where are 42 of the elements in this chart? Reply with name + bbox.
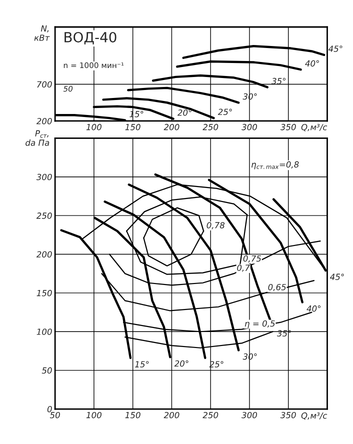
x-tick-label: 350 [280, 124, 296, 130]
y-tick-label: 700 [37, 81, 52, 88]
y-tick-label: 250 [36, 212, 52, 219]
x-tick-label: 300 [242, 124, 258, 130]
x-tick-label: 350 [280, 412, 296, 418]
annotation: ВОД-40 [64, 32, 116, 44]
y-axis-title: N, кВт [34, 25, 50, 41]
series-label: 45° [328, 46, 342, 52]
y-axis-title: P$_{ст}$, da Па [26, 130, 50, 146]
series-label: 40° [306, 305, 320, 312]
x-tick-label: 250 [202, 412, 218, 418]
x-tick-label: 100 [86, 412, 102, 418]
series-label: 40° [305, 60, 319, 67]
x-axis-title: Q,м³/с [301, 412, 328, 420]
x-tick-label: 250 [202, 124, 218, 130]
y-tick-label: 50 [42, 367, 52, 374]
annotation: η = 0,5 [244, 320, 275, 328]
x-tick-label: 100 [86, 124, 102, 130]
series-label: 20° [177, 109, 192, 116]
x-tick-label: 200 [164, 412, 180, 418]
annotation: η$_{ст.max}$=0,8 [252, 161, 299, 170]
series-label: 45° [330, 274, 344, 280]
x-tick-label: 150 [125, 412, 140, 418]
y-tick-label: 200 [36, 251, 52, 258]
annotation: 0,78 [206, 222, 225, 230]
series-label: 15° [135, 361, 149, 368]
x-axis-title: Q,м³/с [301, 124, 328, 132]
x-tick-label: 200 [164, 124, 180, 130]
x-tick-label: 300 [242, 412, 258, 418]
y-tick-label: 150 [36, 290, 52, 296]
series-label: 20° [174, 360, 188, 367]
y-tick-label: 200 [36, 118, 52, 124]
x-tick-label: 150 [125, 124, 140, 130]
y-tick-label: 300 [36, 174, 52, 180]
series-label: 25° [218, 108, 232, 116]
y-tick-label: 0 [47, 406, 52, 412]
annotation: 0,75 [243, 255, 262, 262]
y-tick-label: 100 [36, 328, 52, 335]
annotation: 0,7 [237, 264, 250, 272]
annotation: 0,65 [268, 284, 286, 292]
x-tick-label: 50 [50, 412, 60, 418]
series-label: 35° [272, 78, 286, 84]
